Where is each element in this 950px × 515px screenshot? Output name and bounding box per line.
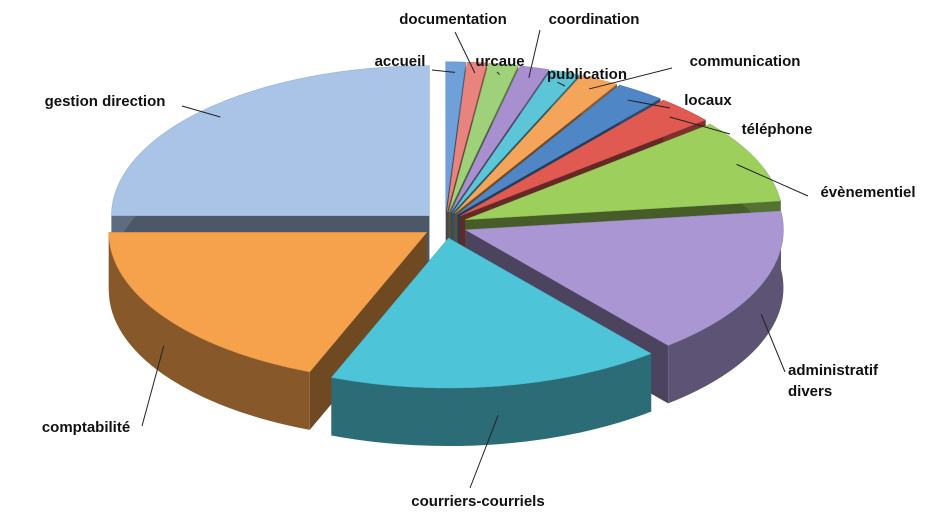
leader-line — [469, 415, 499, 489]
slice — [454, 75, 618, 214]
leader-line — [557, 81, 566, 87]
slice-label: téléphone — [742, 121, 813, 138]
slice-side — [108, 232, 310, 430]
slice — [446, 61, 488, 212]
leader-line — [736, 163, 809, 197]
slice-label: administratif divers — [788, 362, 879, 400]
slice — [465, 123, 782, 221]
slice-label: comptabilité — [42, 419, 130, 436]
leader-line — [496, 71, 500, 75]
slice-label: documentation — [399, 11, 507, 28]
slice-label: publication — [547, 66, 627, 83]
slice — [452, 69, 580, 213]
slice — [460, 99, 707, 216]
slice — [457, 84, 661, 215]
slice — [330, 237, 652, 389]
slice-label: locaux — [684, 92, 732, 109]
leader-line — [431, 69, 456, 73]
slice-label: accueil — [375, 53, 426, 70]
slice — [111, 65, 430, 216]
slice — [448, 62, 519, 213]
slice-label: coordination — [549, 11, 640, 28]
leader-line — [528, 29, 541, 78]
leader-line — [669, 116, 731, 135]
leader-line — [141, 345, 165, 427]
slice — [464, 210, 784, 346]
slice-label: communication — [690, 53, 801, 70]
slice — [450, 65, 550, 213]
label-box: administratif divers — [788, 362, 879, 400]
leader-line — [589, 67, 673, 90]
slice — [108, 232, 428, 373]
slice-side — [668, 211, 784, 404]
pie — [108, 61, 784, 447]
leader-line — [181, 105, 221, 118]
slice-label: courriers-courriels — [411, 493, 544, 510]
leader-line — [627, 99, 671, 109]
leader-line — [454, 31, 476, 74]
labels: administratif divers accueil documentatio… — [42, 11, 916, 510]
slice-label: gestion direction — [45, 93, 166, 110]
slice-label: urcaue — [475, 53, 524, 70]
slice-label: évènementiel — [820, 184, 915, 201]
slice — [445, 61, 466, 212]
leader-line — [760, 313, 786, 373]
